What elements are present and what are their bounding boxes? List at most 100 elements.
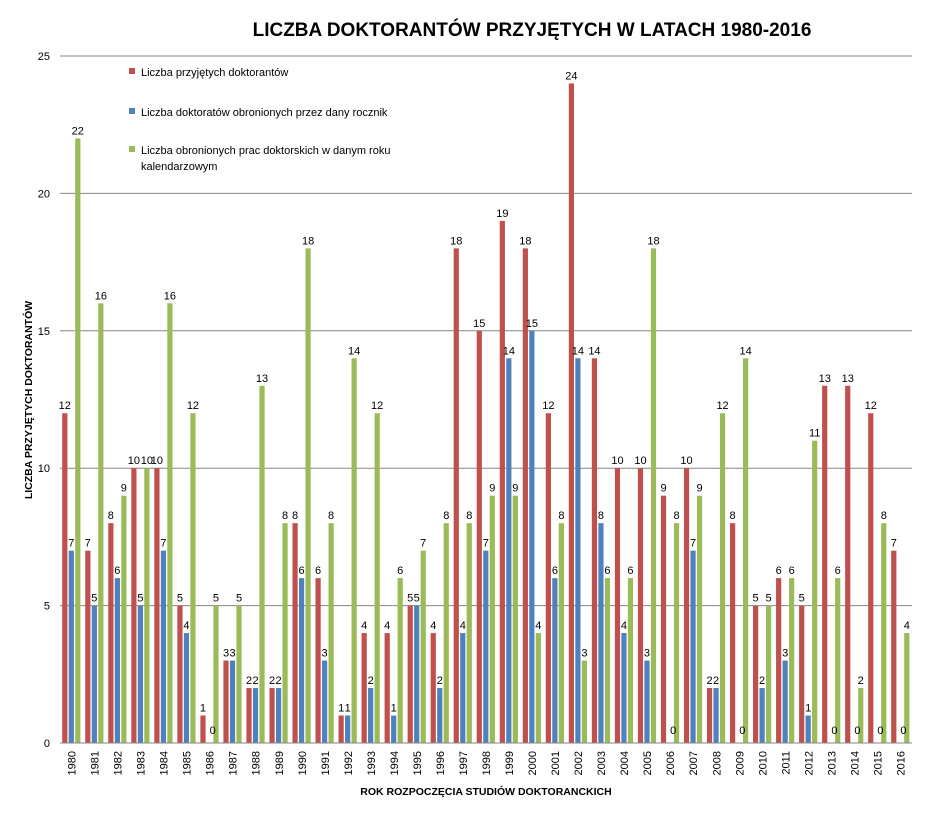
bar: [328, 523, 334, 743]
y-tick-label: 10: [38, 463, 50, 475]
bar: [805, 715, 811, 743]
data-label: 4: [430, 620, 436, 632]
y-tick-label: 15: [38, 326, 50, 338]
data-label: 10: [128, 455, 140, 467]
bar: [420, 550, 426, 743]
bar: [460, 633, 466, 743]
bar: [131, 468, 137, 743]
bar: [506, 358, 512, 743]
data-label: 4: [361, 620, 367, 632]
bar: [200, 715, 206, 743]
bar: [338, 715, 344, 743]
data-label: 2: [858, 675, 864, 687]
bar: [529, 330, 535, 743]
bar: [730, 523, 736, 743]
bar: [85, 550, 91, 743]
legend: Liczba przyjętych doktorantów Liczba dokt…: [129, 67, 390, 173]
data-label: 18: [450, 235, 462, 247]
data-label: 4: [904, 620, 910, 632]
data-label: 12: [716, 400, 728, 412]
x-tick-label: 2001: [550, 751, 562, 775]
data-label: 7: [68, 538, 74, 550]
zero-data-label: 0: [670, 725, 676, 737]
data-label: 8: [881, 510, 887, 522]
data-label: 12: [59, 400, 71, 412]
y-tick-label: 0: [44, 738, 50, 750]
data-label: 11: [809, 428, 820, 440]
x-tick-label: 1986: [205, 751, 217, 775]
x-tick-label: 1991: [320, 751, 332, 775]
data-label: 4: [183, 620, 189, 632]
bar: [753, 605, 759, 743]
x-tick-label: 1999: [504, 751, 516, 775]
zero-data-label: 0: [831, 725, 837, 737]
data-label: 8: [598, 510, 604, 522]
data-label: 14: [739, 345, 751, 357]
bar: [776, 578, 782, 743]
zero-data-label: 0: [900, 725, 906, 737]
data-label: 9: [512, 483, 518, 495]
bar: [430, 633, 436, 743]
data-label: 6: [776, 565, 782, 577]
data-label: 8: [282, 510, 288, 522]
bar: [167, 303, 173, 743]
bar: [637, 468, 644, 743]
data-label: 7: [420, 538, 426, 550]
bar: [904, 633, 910, 743]
bar: [782, 660, 788, 743]
bar: [407, 605, 413, 743]
data-label: 24: [565, 70, 577, 82]
data-label: 3: [644, 648, 650, 660]
x-tick-label: 1995: [412, 751, 424, 775]
data-label: 10: [611, 455, 623, 467]
bar: [489, 495, 495, 743]
data-label: 8: [466, 510, 472, 522]
x-tick-label: 1980: [67, 751, 79, 775]
bar: [868, 413, 874, 743]
bar: [108, 523, 114, 743]
bar: [690, 550, 696, 743]
data-label: 14: [588, 345, 600, 357]
data-label: 6: [835, 565, 841, 577]
bar: [822, 385, 828, 743]
data-label: 18: [302, 235, 314, 247]
bar: [881, 523, 887, 743]
x-tick-label: 1984: [159, 751, 171, 775]
y-tick-label: 25: [38, 51, 50, 63]
bar: [650, 248, 657, 744]
data-label: 14: [348, 345, 360, 357]
data-label: 15: [473, 318, 485, 330]
data-label: 9: [489, 483, 495, 495]
bar: [391, 715, 397, 743]
data-label: 4: [535, 620, 541, 632]
bar: [292, 523, 298, 743]
data-label: 5: [407, 593, 413, 605]
bar: [835, 578, 841, 743]
bar: [259, 385, 265, 743]
data-label: 5: [177, 593, 183, 605]
x-tick-label: 2012: [803, 751, 815, 775]
x-tick-label: 1981: [90, 751, 102, 775]
bar: [522, 248, 528, 744]
data-label: 6: [789, 565, 795, 577]
data-label: 5: [91, 593, 97, 605]
data-label: 5: [213, 593, 219, 605]
bar: [466, 523, 472, 743]
bar: [177, 605, 183, 743]
legend-label: Liczba doktoratów obronionych przez dany…: [141, 107, 388, 119]
data-label: 1: [391, 703, 397, 715]
bar: [213, 605, 219, 743]
data-label: 8: [292, 510, 298, 522]
bar: [374, 413, 380, 743]
data-label: 13: [819, 373, 831, 385]
bar: [759, 688, 765, 743]
bar: [512, 495, 518, 743]
x-tick-label: 2002: [573, 751, 585, 775]
bar: [443, 523, 449, 743]
data-label: 1: [345, 703, 351, 715]
data-label: 10: [634, 455, 646, 467]
data-label: 19: [496, 208, 508, 220]
data-label: 9: [121, 483, 127, 495]
zero-data-label: 0: [854, 725, 860, 737]
